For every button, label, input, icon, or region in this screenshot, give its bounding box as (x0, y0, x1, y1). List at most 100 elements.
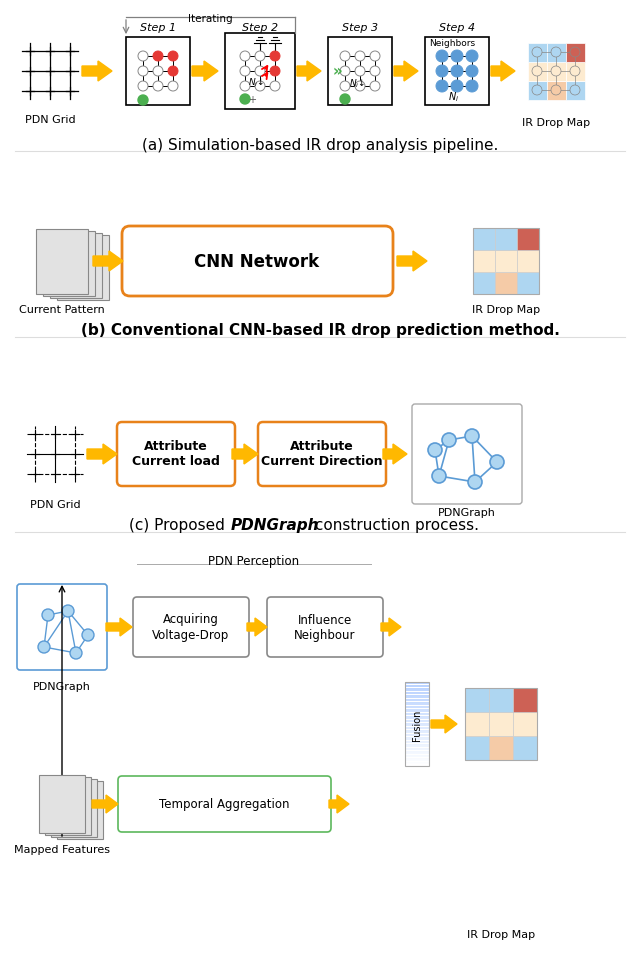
Bar (547, 44, 566, 62)
Circle shape (436, 81, 448, 93)
Circle shape (255, 82, 265, 92)
Circle shape (138, 82, 148, 92)
Text: Step 4: Step 4 (439, 23, 475, 33)
FancyBboxPatch shape (225, 34, 295, 109)
Polygon shape (381, 618, 401, 637)
Bar (566, 44, 584, 62)
Text: PDNGraph: PDNGraph (231, 517, 319, 532)
Text: Step 3: Step 3 (342, 23, 378, 33)
Circle shape (255, 67, 265, 77)
Circle shape (153, 67, 163, 77)
Circle shape (532, 47, 542, 58)
Polygon shape (247, 618, 267, 637)
Text: PDN Grid: PDN Grid (29, 499, 80, 510)
Text: Voltage-Drop: Voltage-Drop (152, 629, 230, 641)
Bar (513, 736, 537, 761)
Text: +: + (248, 95, 256, 105)
Circle shape (468, 476, 482, 489)
Circle shape (340, 52, 350, 62)
Text: Step 1: Step 1 (140, 23, 176, 33)
Bar (527, 62, 547, 81)
Circle shape (270, 52, 280, 62)
FancyBboxPatch shape (126, 38, 190, 106)
Circle shape (340, 82, 350, 92)
Bar (465, 712, 489, 736)
Circle shape (138, 67, 148, 77)
FancyBboxPatch shape (50, 234, 102, 298)
FancyBboxPatch shape (258, 422, 386, 486)
Polygon shape (431, 715, 457, 734)
Circle shape (570, 47, 580, 58)
Text: PDNGraph: PDNGraph (438, 508, 496, 517)
FancyBboxPatch shape (57, 781, 103, 839)
FancyBboxPatch shape (133, 597, 249, 657)
Bar (489, 712, 513, 736)
Circle shape (355, 82, 365, 92)
Bar (495, 229, 517, 251)
Text: Mapped Features: Mapped Features (14, 844, 110, 854)
Circle shape (355, 52, 365, 62)
Circle shape (370, 82, 380, 92)
Text: Neighbors: Neighbors (429, 40, 475, 48)
Circle shape (38, 641, 50, 653)
FancyBboxPatch shape (117, 422, 235, 486)
Bar (473, 229, 495, 251)
Circle shape (82, 629, 94, 641)
Circle shape (240, 95, 250, 105)
Bar (495, 251, 517, 272)
Polygon shape (82, 62, 112, 82)
Text: Influence: Influence (298, 612, 352, 626)
Circle shape (428, 444, 442, 457)
Circle shape (451, 66, 463, 78)
Circle shape (490, 455, 504, 470)
Polygon shape (232, 445, 258, 464)
Text: Attribute: Attribute (144, 439, 208, 452)
Circle shape (432, 470, 446, 484)
Circle shape (240, 82, 250, 92)
Bar (473, 251, 495, 272)
Circle shape (138, 52, 148, 62)
Bar (517, 272, 539, 295)
FancyBboxPatch shape (267, 597, 383, 657)
Text: Current load: Current load (132, 455, 220, 468)
Polygon shape (92, 796, 118, 813)
Text: IR Drop Map: IR Drop Map (522, 118, 590, 128)
Polygon shape (87, 445, 117, 464)
Circle shape (138, 96, 148, 106)
Circle shape (466, 51, 478, 63)
Circle shape (370, 52, 380, 62)
Text: Neighbour: Neighbour (294, 629, 356, 641)
Bar (527, 81, 547, 101)
Polygon shape (93, 252, 123, 271)
Circle shape (340, 67, 350, 77)
Circle shape (436, 51, 448, 63)
Bar (527, 44, 547, 62)
Circle shape (466, 66, 478, 78)
Circle shape (255, 52, 265, 62)
FancyBboxPatch shape (118, 776, 331, 832)
Text: $N_i$↓: $N_i$↓ (349, 78, 365, 90)
Circle shape (70, 647, 82, 659)
Circle shape (168, 67, 178, 77)
Circle shape (168, 52, 178, 62)
Text: Fusion: Fusion (412, 708, 422, 740)
FancyBboxPatch shape (39, 775, 85, 833)
Bar (566, 62, 584, 81)
Circle shape (370, 67, 380, 77)
Circle shape (240, 52, 250, 62)
Polygon shape (106, 618, 132, 637)
Text: IR Drop Map: IR Drop Map (472, 304, 540, 315)
Text: Acquiring: Acquiring (163, 612, 219, 626)
Bar (489, 736, 513, 761)
Circle shape (62, 606, 74, 617)
Bar (547, 81, 566, 101)
Circle shape (551, 86, 561, 96)
FancyBboxPatch shape (412, 405, 522, 505)
FancyBboxPatch shape (328, 38, 392, 106)
Circle shape (240, 67, 250, 77)
Circle shape (551, 67, 561, 77)
Circle shape (451, 81, 463, 93)
Text: PDN Grid: PDN Grid (25, 115, 76, 125)
Text: construction process.: construction process. (310, 517, 479, 532)
FancyBboxPatch shape (122, 227, 393, 297)
